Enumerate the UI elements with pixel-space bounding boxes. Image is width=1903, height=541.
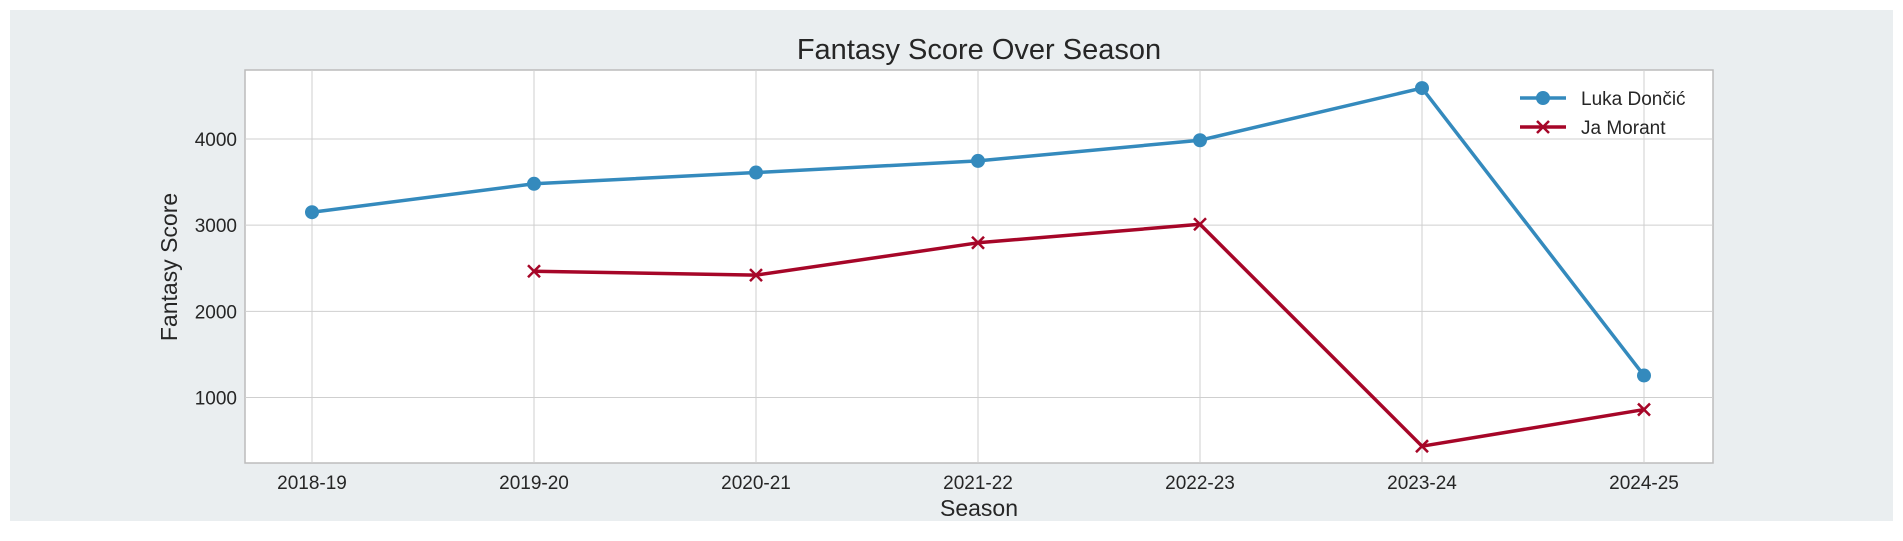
y-tick-label: 4000 — [195, 130, 237, 151]
y-axis-label: Fantasy Score — [156, 193, 182, 341]
data-point — [305, 205, 319, 220]
data-point — [1415, 81, 1429, 96]
chart-canvas: 2018-19 2019-20 2020-21 2021-22 2022-23 2023-… — [156, 34, 1714, 521]
legend: Luka Dončić Ja Morant — [1520, 89, 1686, 139]
grid-lines — [245, 70, 1713, 463]
data-point — [971, 235, 985, 250]
data-point — [527, 176, 541, 191]
x-tick-label: 2021-22 — [943, 473, 1013, 494]
data-point — [1193, 217, 1207, 232]
data-point — [1637, 402, 1651, 417]
x-tick-label: 2022-23 — [1165, 473, 1235, 494]
figure-background: 2018-19 2019-20 2020-21 2021-22 2022-23 2023-… — [10, 10, 1893, 521]
legend-label-ja: Ja Morant — [1581, 118, 1666, 139]
tick-labels: 2018-19 2019-20 2020-21 2021-22 2022-23 2023-… — [195, 130, 1679, 494]
y-tick-label: 2000 — [195, 302, 237, 323]
chart-title: Fantasy Score Over Season — [797, 34, 1161, 66]
legend-marker-ja — [1536, 120, 1550, 134]
x-axis-label: Season — [940, 495, 1018, 521]
data-point — [749, 268, 763, 283]
x-tick-label: 2024-25 — [1609, 473, 1679, 494]
x-tick-label: 2019-20 — [499, 473, 569, 494]
data-point — [1415, 439, 1429, 454]
x-tick-label: 2020-21 — [721, 473, 791, 494]
data-point — [971, 153, 985, 168]
y-tick-label: 1000 — [195, 389, 237, 410]
x-tick-label: 2018-19 — [277, 473, 347, 494]
series-line-1 — [533, 222, 1645, 448]
plot-area — [244, 69, 1714, 464]
data-point — [749, 165, 763, 180]
y-tick-label: 3000 — [195, 216, 237, 237]
data-point — [527, 264, 541, 279]
series-layer — [305, 81, 1651, 454]
data-point — [1637, 368, 1651, 383]
data-point — [1193, 133, 1207, 148]
legend-marker-luka — [1536, 91, 1550, 105]
legend-label-luka: Luka Dončić — [1581, 89, 1686, 110]
x-tick-label: 2023-24 — [1387, 473, 1457, 494]
